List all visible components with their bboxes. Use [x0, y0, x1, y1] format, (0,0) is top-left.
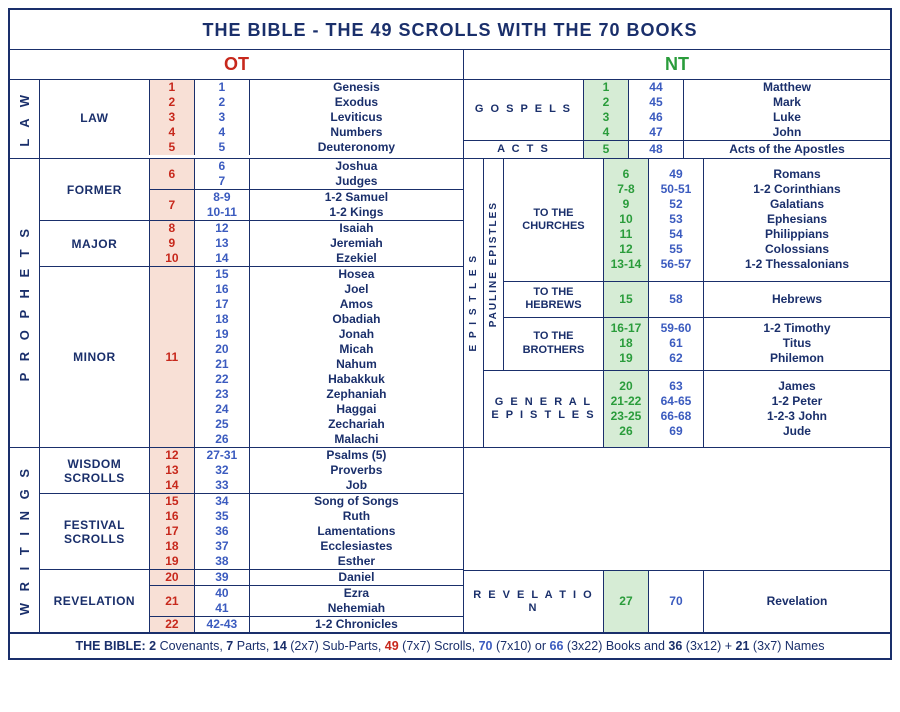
churches-name: TO THE CHURCHES — [504, 159, 604, 281]
ot-law-names: GenesisExodusLeviticusNumbersDeuteronomy — [250, 80, 463, 155]
bible-scrolls-chart: THE BIBLE - THE 49 SCROLLS WITH THE 70 B… — [8, 8, 892, 660]
nt-header: NT — [464, 50, 890, 79]
section-writings: W R I T I N G S WISDOM SCROLLS 121314 27… — [10, 448, 890, 633]
former-name: FORMER — [40, 159, 150, 220]
acts-book: 48 — [629, 141, 684, 158]
gospels-name: G O S P E L S — [464, 80, 584, 140]
ot-prophets: FORMER 6 67 JoshuaJudges 7 8-910-11 1-2 … — [40, 159, 464, 447]
hebrews-name: TO THE HEBREWS — [504, 282, 604, 317]
epistles-vlabel: E P I S T L E S — [464, 159, 484, 447]
section-prophets: P R O P H E T S FORMER 6 67 JoshuaJudges… — [10, 159, 890, 448]
vlabel-prophets: P R O P H E T S — [10, 159, 40, 447]
vlabel-law: L A W — [10, 80, 40, 158]
section-law: L A W LAW 12345 12345 GenesisExodusLevit… — [10, 80, 890, 159]
brothers-name: TO THE BROTHERS — [504, 318, 604, 370]
nt-writings: R E V E L A T I O N 27 70 Revelation — [464, 448, 890, 632]
wisdom-name: WISDOM SCROLLS — [40, 448, 150, 493]
general-name: G E N E R A L E P I S T L E S — [484, 371, 604, 448]
minor-name: MINOR — [40, 267, 150, 447]
ot-law: LAW 12345 12345 GenesisExodusLeviticusNu… — [40, 80, 464, 158]
gospels-names: MatthewMarkLukeJohn — [684, 80, 890, 140]
acts-name: A C T S — [464, 141, 584, 158]
nt-law: G O S P E L S 1234 44454647 MatthewMarkL… — [464, 80, 890, 158]
gospels-scroll: 1234 — [584, 80, 629, 140]
major-name: MAJOR — [40, 221, 150, 266]
ot-revelation-name: REVELATION — [40, 570, 150, 632]
acts-names: Acts of the Apostles — [684, 141, 890, 158]
ot-writings: WISDOM SCROLLS 121314 27-313233 Psalms (… — [40, 448, 464, 632]
nt-revelation-name: R E V E L A T I O N — [464, 571, 604, 632]
nt-epistles: E P I S T L E S PAULINE EPISTLES TO THE … — [464, 159, 890, 447]
ot-law-scroll: 12345 — [150, 80, 195, 155]
festival-name: FESTIVAL SCROLLS — [40, 494, 150, 569]
ot-header: OT — [10, 50, 464, 79]
footer-summary: THE BIBLE: 2 Covenants, 7 Parts, 14 (2x7… — [10, 633, 890, 658]
chart-title: THE BIBLE - THE 49 SCROLLS WITH THE 70 B… — [10, 10, 890, 50]
ot-law-name: LAW — [40, 80, 150, 155]
acts-scroll: 5 — [584, 141, 629, 158]
ot-law-book: 12345 — [195, 80, 250, 155]
testament-header: OT NT — [10, 50, 890, 80]
pauline-vlabel: PAULINE EPISTLES — [484, 159, 504, 369]
gospels-book: 44454647 — [629, 80, 684, 140]
vlabel-writings: W R I T I N G S — [10, 448, 40, 632]
